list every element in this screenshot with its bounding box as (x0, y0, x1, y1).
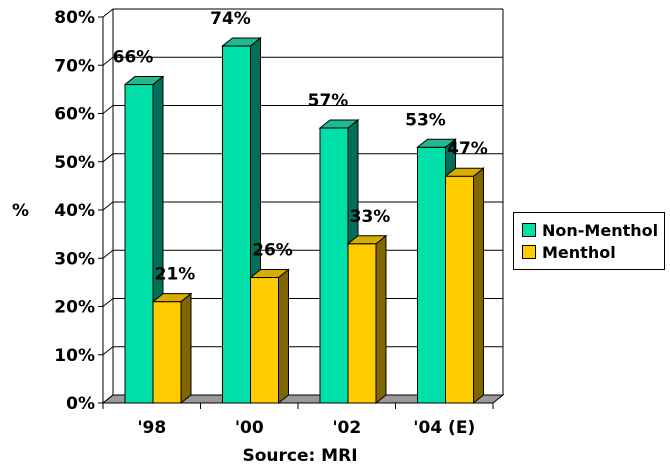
data-label: 57% (308, 91, 349, 111)
gridline-depth (102, 201, 114, 211)
y-tick-label: 30% (54, 249, 95, 269)
y-tick-label: 70% (54, 56, 95, 76)
bar-side (180, 292, 192, 405)
bar-top (318, 119, 360, 129)
gridline-depth (102, 56, 114, 66)
bar-top (444, 167, 485, 177)
legend-swatch-non-menthol (522, 223, 536, 237)
y-tick-labels: 0% 10% 20% 30% 40% 50% 60% 70% 80% (54, 8, 95, 414)
legend-label-menthol: Menthol (542, 242, 616, 262)
legend: Non-Menthol Menthol (513, 212, 666, 270)
bar-front (124, 84, 154, 404)
bar-front (152, 301, 182, 404)
gridline-depth (102, 153, 114, 163)
y-tick-label: 40% (54, 201, 95, 221)
y-tick-label: 10% (54, 346, 95, 366)
legend-label-non-menthol: Non-Menthol (542, 220, 659, 240)
bar-side (278, 268, 289, 405)
bar-front (319, 127, 349, 404)
y-tick-label: 50% (54, 153, 95, 173)
gridline-depth (102, 105, 114, 114)
y-tick-label: 20% (54, 298, 95, 318)
gridline-depth (102, 8, 114, 18)
y-axis-title: % (12, 201, 29, 221)
bar-top (151, 293, 193, 303)
data-label: 53% (405, 110, 446, 130)
legend-swatch-menthol (522, 245, 536, 259)
x-axis-title: Source: MRI (242, 446, 357, 466)
x-tick-label: '04 (E) (413, 418, 475, 438)
bar-front (222, 45, 251, 404)
bar-menthol-2 (346, 234, 388, 405)
bar-front (347, 243, 377, 404)
bar-side (473, 167, 484, 405)
bar-top (346, 235, 388, 245)
x-tick-labels: '98 '00 '02 '04 (E) (137, 418, 475, 438)
legend-item-menthol: Menthol (522, 241, 658, 263)
bar-top (123, 76, 165, 86)
gridline-depth (102, 249, 114, 259)
bar-top (221, 37, 262, 47)
data-label: 21% (155, 265, 196, 285)
bar-top (249, 269, 290, 279)
gridline-depth (102, 346, 114, 356)
data-label: 47% (447, 139, 488, 159)
y-tick-label: 60% (54, 105, 95, 125)
data-label: 33% (350, 207, 391, 227)
data-label: 74% (210, 9, 251, 29)
bars (123, 36, 485, 405)
bar-side (375, 234, 387, 405)
data-label: 26% (252, 241, 293, 261)
bar-menthol-3 (444, 167, 485, 405)
bar-top (416, 138, 457, 148)
y-tick-label: 80% (54, 8, 95, 28)
legend-item-non-menthol: Non-Menthol (522, 219, 658, 241)
data-labels: 66% 21% 74% 26% 57% 33% 53%47% (113, 9, 488, 285)
bar-menthol-1 (249, 268, 290, 405)
y-tick-label: 0% (66, 394, 95, 414)
bar-menthol-0 (151, 292, 193, 405)
data-label: 66% (113, 48, 154, 68)
x-tick-label: '00 (235, 418, 264, 438)
bar-front (250, 277, 279, 404)
bar-front (417, 146, 446, 404)
x-tick-label: '98 (137, 418, 166, 438)
x-tick-label: '02 (332, 418, 361, 438)
bar-front (445, 175, 474, 404)
gridline-depth (102, 298, 114, 307)
